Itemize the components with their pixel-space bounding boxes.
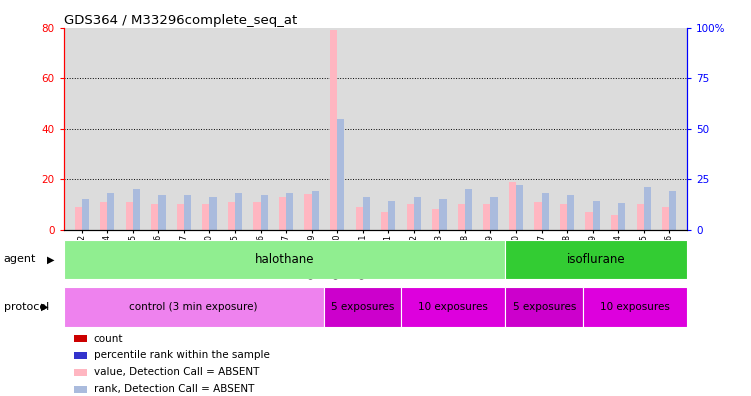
Bar (381, 212, 388, 230)
Bar (355, 207, 363, 230)
Bar (235, 193, 242, 230)
Bar (133, 189, 140, 230)
Text: protocol: protocol (4, 302, 49, 312)
Bar (505, 287, 584, 327)
Bar (541, 193, 549, 230)
Bar (439, 199, 447, 230)
Bar (279, 197, 286, 230)
Bar (64, 287, 324, 327)
Bar (662, 207, 669, 230)
Bar (324, 287, 402, 327)
Bar (458, 204, 465, 230)
Bar (618, 204, 626, 230)
Text: count: count (94, 333, 123, 343)
Text: 10 exposures: 10 exposures (418, 302, 488, 312)
Bar (509, 182, 516, 230)
Text: GDS364 / M33296complete_seq_at: GDS364 / M33296complete_seq_at (64, 14, 297, 27)
Bar (644, 187, 651, 230)
Bar (184, 195, 191, 230)
Bar (388, 202, 396, 230)
Text: ▶: ▶ (41, 302, 49, 312)
Bar (74, 386, 87, 393)
Bar (669, 191, 677, 230)
Bar (176, 204, 184, 230)
Text: isoflurane: isoflurane (567, 253, 626, 266)
Bar (228, 202, 235, 230)
Bar (286, 193, 293, 230)
Text: control (3 min exposure): control (3 min exposure) (129, 302, 258, 312)
Bar (414, 197, 421, 230)
Bar (304, 194, 312, 230)
Bar (505, 240, 687, 279)
Bar (210, 197, 216, 230)
Bar (74, 352, 87, 360)
Bar (261, 195, 267, 230)
Bar (253, 202, 261, 230)
Bar (484, 204, 490, 230)
Bar (107, 193, 114, 230)
Text: rank, Detection Call = ABSENT: rank, Detection Call = ABSENT (94, 385, 254, 394)
Bar (535, 202, 541, 230)
Bar (560, 204, 567, 230)
Bar (202, 204, 210, 230)
Bar (516, 185, 523, 230)
Bar (611, 215, 618, 230)
Text: halothane: halothane (255, 253, 315, 266)
Bar (490, 197, 498, 230)
Text: ▶: ▶ (47, 254, 54, 265)
Bar (82, 199, 89, 230)
Text: 5 exposures: 5 exposures (513, 302, 576, 312)
Bar (100, 202, 107, 230)
Bar (567, 195, 575, 230)
Bar (363, 197, 370, 230)
Bar (433, 209, 439, 230)
Bar (64, 240, 505, 279)
Bar (402, 287, 505, 327)
Bar (151, 204, 158, 230)
Bar (74, 369, 87, 376)
Bar (74, 335, 87, 343)
Text: agent: agent (4, 254, 36, 265)
Bar (584, 287, 687, 327)
Bar (125, 202, 133, 230)
Bar (312, 191, 318, 230)
Bar (330, 30, 337, 230)
Bar (593, 202, 600, 230)
Text: value, Detection Call = ABSENT: value, Detection Call = ABSENT (94, 367, 259, 377)
Text: 10 exposures: 10 exposures (600, 302, 670, 312)
Bar (586, 212, 593, 230)
Bar (158, 195, 165, 230)
Text: 5 exposures: 5 exposures (331, 302, 394, 312)
Bar (74, 207, 82, 230)
Bar (637, 204, 644, 230)
Bar (465, 189, 472, 230)
Text: percentile rank within the sample: percentile rank within the sample (94, 350, 270, 360)
Bar (337, 118, 345, 230)
Bar (407, 204, 414, 230)
